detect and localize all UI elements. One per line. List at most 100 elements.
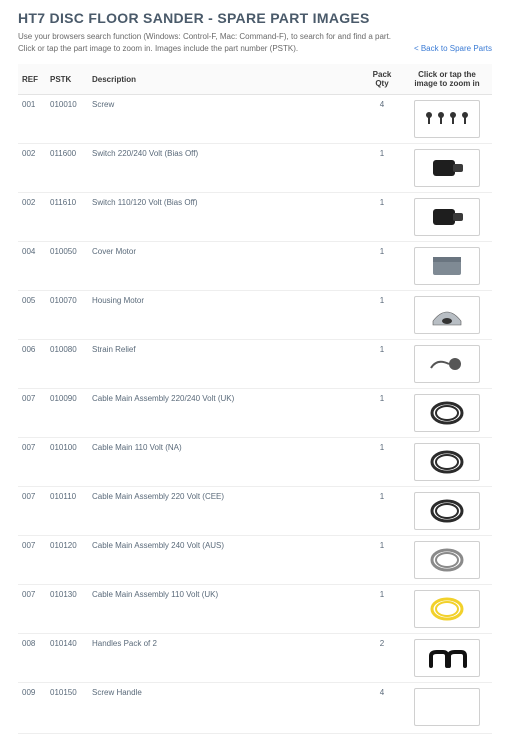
cell-ref: 007 xyxy=(18,487,46,536)
cell-image xyxy=(402,144,492,193)
cell-qty: 4 xyxy=(362,95,402,144)
cell-ref: 002 xyxy=(18,144,46,193)
cell-desc: Cable Main Assembly 240 Volt (AUS) xyxy=(88,536,362,585)
part-thumbnail[interactable] xyxy=(414,198,480,236)
cell-ref: 007 xyxy=(18,389,46,438)
cell-desc: Switch 110/120 Volt (Bias Off) xyxy=(88,193,362,242)
col-image: Click or tap the image to zoom in xyxy=(402,64,492,95)
part-thumbnail[interactable] xyxy=(414,394,480,432)
cell-desc: Cable Main 110 Volt (NA) xyxy=(88,438,362,487)
table-row: 007 010130 Cable Main Assembly 110 Volt … xyxy=(18,585,492,634)
cell-pstk: 010130 xyxy=(46,585,88,634)
part-thumbnail[interactable] xyxy=(414,541,480,579)
col-qty: Pack Qty xyxy=(362,64,402,95)
cell-ref: 004 xyxy=(18,242,46,291)
cell-qty: 1 xyxy=(362,389,402,438)
cell-desc: Cable Main Assembly 220/240 Volt (UK) xyxy=(88,389,362,438)
table-row: 002 011600 Switch 220/240 Volt (Bias Off… xyxy=(18,144,492,193)
cell-ref: 007 xyxy=(18,438,46,487)
part-thumbnail[interactable] xyxy=(414,492,480,530)
cell-image xyxy=(402,291,492,340)
table-row: 005 010070 Housing Motor 1 xyxy=(18,291,492,340)
cell-pstk: 010010 xyxy=(46,95,88,144)
cell-qty: 1 xyxy=(362,536,402,585)
cell-qty: 1 xyxy=(362,340,402,389)
table-row: 007 010090 Cable Main Assembly 220/240 V… xyxy=(18,389,492,438)
part-thumbnail[interactable] xyxy=(414,688,480,726)
cell-image xyxy=(402,242,492,291)
cell-qty: 1 xyxy=(362,144,402,193)
table-row: 008 010140 Handles Pack of 2 2 xyxy=(18,634,492,683)
col-desc: Description xyxy=(88,64,362,95)
cell-ref: 008 xyxy=(18,634,46,683)
cell-qty: 1 xyxy=(362,585,402,634)
table-row: 007 010110 Cable Main Assembly 220 Volt … xyxy=(18,487,492,536)
parts-table: REF PSTK Description Pack Qty Click or t… xyxy=(18,64,492,734)
cell-pstk: 010100 xyxy=(46,438,88,487)
cell-ref: 009 xyxy=(18,683,46,734)
zoom-note: Click or tap the part image to zoom in. … xyxy=(18,44,298,53)
cell-desc: Handles Pack of 2 xyxy=(88,634,362,683)
cell-qty: 2 xyxy=(362,634,402,683)
cell-ref: 002 xyxy=(18,193,46,242)
cell-pstk: 010050 xyxy=(46,242,88,291)
cell-desc: Cover Motor xyxy=(88,242,362,291)
cell-ref: 007 xyxy=(18,536,46,585)
cell-pstk: 010120 xyxy=(46,536,88,585)
table-row: 007 010100 Cable Main 110 Volt (NA) 1 xyxy=(18,438,492,487)
part-thumbnail[interactable] xyxy=(414,296,480,334)
cell-ref: 007 xyxy=(18,585,46,634)
part-thumbnail[interactable] xyxy=(414,443,480,481)
part-thumbnail[interactable] xyxy=(414,247,480,285)
table-row: 001 010010 Screw 4 xyxy=(18,95,492,144)
cell-qty: 1 xyxy=(362,193,402,242)
cell-qty: 1 xyxy=(362,291,402,340)
col-ref: REF xyxy=(18,64,46,95)
cell-pstk: 011610 xyxy=(46,193,88,242)
back-to-spare-parts-link[interactable]: < Back to Spare Parts xyxy=(414,44,492,53)
cell-desc: Cable Main Assembly 110 Volt (UK) xyxy=(88,585,362,634)
cell-qty: 1 xyxy=(362,242,402,291)
cell-image xyxy=(402,389,492,438)
cell-pstk: 011600 xyxy=(46,144,88,193)
part-thumbnail[interactable] xyxy=(414,590,480,628)
cell-ref: 005 xyxy=(18,291,46,340)
cell-image xyxy=(402,95,492,144)
cell-image xyxy=(402,536,492,585)
table-row: 004 010050 Cover Motor 1 xyxy=(18,242,492,291)
table-row: 007 010120 Cable Main Assembly 240 Volt … xyxy=(18,536,492,585)
cell-desc: Strain Relief xyxy=(88,340,362,389)
table-row: 002 011610 Switch 110/120 Volt (Bias Off… xyxy=(18,193,492,242)
page-title: HT7 DISC FLOOR SANDER - SPARE PART IMAGE… xyxy=(18,10,492,26)
cell-pstk: 010080 xyxy=(46,340,88,389)
cell-image xyxy=(402,193,492,242)
cell-image xyxy=(402,634,492,683)
search-instruction: Use your browsers search function (Windo… xyxy=(18,32,492,41)
cell-image xyxy=(402,683,492,734)
cell-qty: 1 xyxy=(362,487,402,536)
col-pstk: PSTK xyxy=(46,64,88,95)
cell-pstk: 010070 xyxy=(46,291,88,340)
table-row: 009 010150 Screw Handle 4 xyxy=(18,683,492,734)
cell-desc: Switch 220/240 Volt (Bias Off) xyxy=(88,144,362,193)
cell-pstk: 010140 xyxy=(46,634,88,683)
cell-qty: 1 xyxy=(362,438,402,487)
part-thumbnail[interactable] xyxy=(414,100,480,138)
cell-image xyxy=(402,585,492,634)
part-thumbnail[interactable] xyxy=(414,345,480,383)
cell-pstk: 010090 xyxy=(46,389,88,438)
part-thumbnail[interactable] xyxy=(414,149,480,187)
cell-ref: 006 xyxy=(18,340,46,389)
cell-ref: 001 xyxy=(18,95,46,144)
cell-pstk: 010150 xyxy=(46,683,88,734)
part-thumbnail[interactable] xyxy=(414,639,480,677)
cell-desc: Housing Motor xyxy=(88,291,362,340)
cell-desc: Screw Handle xyxy=(88,683,362,734)
cell-image xyxy=(402,487,492,536)
cell-image xyxy=(402,340,492,389)
cell-desc: Cable Main Assembly 220 Volt (CEE) xyxy=(88,487,362,536)
cell-desc: Screw xyxy=(88,95,362,144)
cell-pstk: 010110 xyxy=(46,487,88,536)
table-row: 006 010080 Strain Relief 1 xyxy=(18,340,492,389)
cell-qty: 4 xyxy=(362,683,402,734)
